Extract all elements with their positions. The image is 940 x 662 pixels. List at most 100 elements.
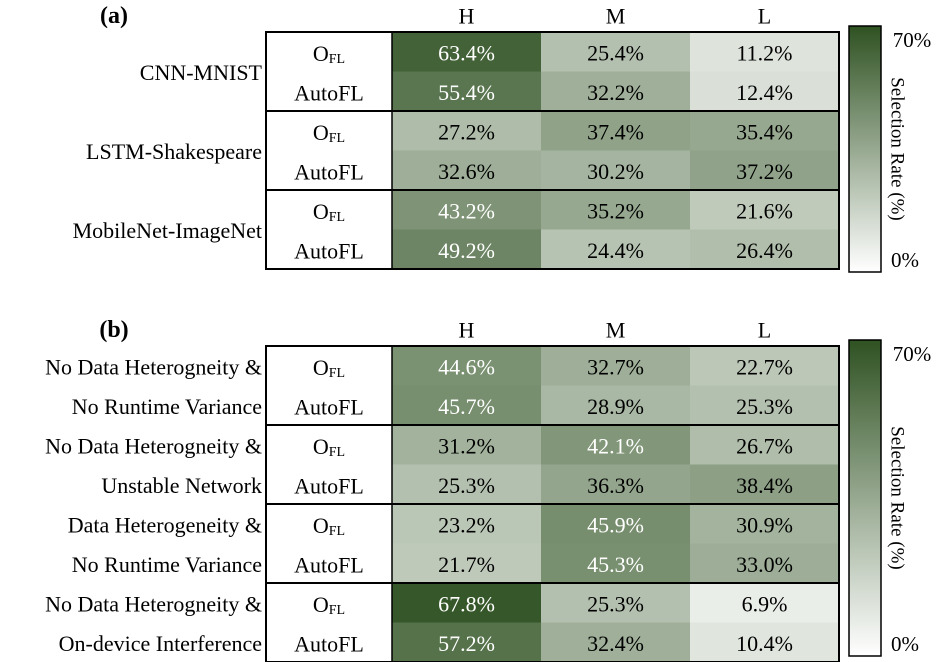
colorbar xyxy=(848,339,882,657)
method-label: OFL xyxy=(313,40,345,66)
heatmap-cell xyxy=(690,543,839,583)
method-label: AutoFL xyxy=(294,238,364,263)
method-label: OFL xyxy=(313,591,345,617)
method-name: O xyxy=(313,354,329,379)
cell-value-label: 32.4% xyxy=(587,631,644,656)
method-name: AutoFL xyxy=(294,238,364,263)
cell-value-label: 6.9% xyxy=(742,591,788,616)
cell-value-label: 11.2% xyxy=(736,40,792,65)
method-label: OFL xyxy=(313,433,345,459)
colorbar-title: Selection Rate (%) xyxy=(887,426,908,570)
cell-value-label: 25.3% xyxy=(438,473,495,498)
colorbar-title: Selection Rate (%) xyxy=(887,77,908,221)
colorbar xyxy=(848,25,882,273)
heatmap-cell xyxy=(392,111,541,151)
method-subscript: FL xyxy=(329,130,345,145)
heatmap-cell xyxy=(690,71,839,111)
cell-value-label: 32.2% xyxy=(587,80,644,105)
heatmap-cell xyxy=(392,464,541,504)
heatmap-cell xyxy=(392,385,541,425)
cell-value-label: 25.3% xyxy=(736,394,793,419)
method-name: O xyxy=(313,433,329,458)
method-label: AutoFL xyxy=(294,631,364,656)
cell-value-label: 25.3% xyxy=(587,591,644,616)
heatmap-cell xyxy=(541,385,690,425)
cell-value-label: 35.2% xyxy=(587,198,644,223)
heatmap-cell xyxy=(690,385,839,425)
heatmap-cell xyxy=(392,543,541,583)
heatmap-cell xyxy=(541,543,690,583)
heatmap-cell xyxy=(392,229,541,269)
method-name: O xyxy=(313,512,329,537)
method-name: AutoFL xyxy=(294,473,364,498)
method-subscript: FL xyxy=(329,602,345,617)
heatmap-cell xyxy=(690,111,839,151)
cell-value-label: 31.2% xyxy=(438,433,495,458)
heatmap-cell xyxy=(541,425,690,465)
cell-value-label: 23.2% xyxy=(438,512,495,537)
method-name: AutoFL xyxy=(294,80,364,105)
cell-value-label: 32.6% xyxy=(438,159,495,184)
heatmap-cell xyxy=(690,504,839,544)
cell-value-label: 37.2% xyxy=(736,159,793,184)
colorbar-min-label: 0% xyxy=(891,248,919,272)
heatmap-cell xyxy=(392,71,541,111)
heatmap-cell xyxy=(392,504,541,544)
method-label: OFL xyxy=(313,198,345,224)
group-name-label: No Runtime Variance xyxy=(72,394,262,419)
method-name: AutoFL xyxy=(294,631,364,656)
colorbar-max-label: 70% xyxy=(893,342,932,366)
method-name: AutoFL xyxy=(294,552,364,577)
group-name-label: CNN-MNIST xyxy=(140,60,263,85)
cell-value-label: 30.9% xyxy=(736,512,793,537)
method-label: AutoFL xyxy=(294,473,364,498)
heatmap-cell xyxy=(541,464,690,504)
heatmap-cell xyxy=(541,229,690,269)
colorbar-min-label: 0% xyxy=(891,632,919,656)
heatmap-cell xyxy=(392,622,541,662)
heatmap-cell xyxy=(541,71,690,111)
heatmap-cell xyxy=(392,150,541,190)
heatmap-cell xyxy=(690,190,839,230)
method-label: OFL xyxy=(313,354,345,380)
cell-value-label: 45.7% xyxy=(438,394,495,419)
panel-label: (b) xyxy=(99,317,128,343)
heatmap-cell xyxy=(392,190,541,230)
group-name-label: No Data Heterogneity & xyxy=(45,591,262,616)
cell-value-label: 25.4% xyxy=(587,40,644,65)
heatmap-cell xyxy=(392,425,541,465)
group-border xyxy=(265,582,840,662)
group-name-label: LSTM-Shakespeare xyxy=(86,139,262,164)
heatmap-cell xyxy=(690,32,839,72)
heatmap-cell xyxy=(541,504,690,544)
group-border xyxy=(265,189,840,270)
method-name: AutoFL xyxy=(294,394,364,419)
column-header: L xyxy=(758,4,771,29)
column-header: M xyxy=(606,318,626,343)
column-header: L xyxy=(758,318,771,343)
colorbar-max-label: 70% xyxy=(893,28,932,52)
cell-value-label: 38.4% xyxy=(736,473,793,498)
cell-value-label: 37.4% xyxy=(587,119,644,144)
cell-value-label: 55.4% xyxy=(438,80,495,105)
cell-value-label: 57.2% xyxy=(438,631,495,656)
column-header: H xyxy=(459,4,475,29)
cell-value-label: 28.9% xyxy=(587,394,644,419)
heatmap-cell xyxy=(690,229,839,269)
cell-value-label: 45.3% xyxy=(587,552,644,577)
heatmap-cell xyxy=(690,583,839,623)
method-subscript: FL xyxy=(329,523,345,538)
cell-value-label: 36.3% xyxy=(587,473,644,498)
cell-value-label: 43.2% xyxy=(438,198,495,223)
group-name-label: No Data Heterogneity & xyxy=(45,354,262,379)
method-label: OFL xyxy=(313,512,345,538)
cell-value-label: 26.7% xyxy=(736,433,793,458)
heatmap-cell xyxy=(690,346,839,386)
heatmap-cell xyxy=(541,346,690,386)
heatmap-cell xyxy=(541,111,690,151)
cell-value-label: 32.7% xyxy=(587,354,644,379)
group-name-label: No Data Heterogneity & xyxy=(45,433,262,458)
cell-value-label: 49.2% xyxy=(438,238,495,263)
column-header: M xyxy=(606,4,626,29)
